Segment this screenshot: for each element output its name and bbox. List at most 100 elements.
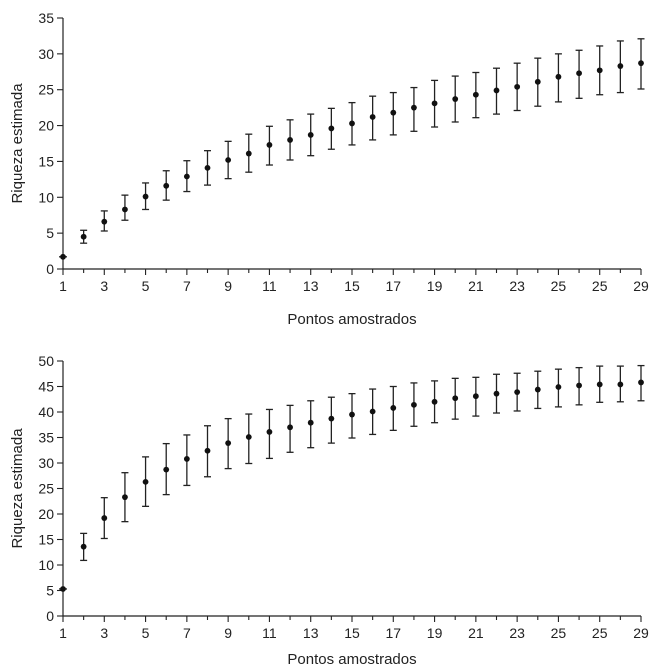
chart2-data-point xyxy=(617,381,624,388)
chart2-y-tick-label: 15 xyxy=(38,532,54,548)
chart1-data-point xyxy=(60,253,66,260)
chart2-x-tick-label: 19 xyxy=(427,625,443,641)
chart1-data-point xyxy=(245,150,252,157)
chart1-x-tick-label: 19 xyxy=(427,278,443,294)
chart2-x-tick-label: 17 xyxy=(385,625,401,641)
chart1-x-tick-label: 23 xyxy=(509,278,525,294)
chart1-data-point xyxy=(534,78,541,85)
chart2-data-point xyxy=(411,401,417,408)
chart2-y-tick-label: 50 xyxy=(38,353,54,369)
chart2-data-point xyxy=(204,447,211,454)
chart2-y-tick-label: 35 xyxy=(38,430,54,446)
chart1-data-point xyxy=(596,67,603,74)
chart1-data-point xyxy=(287,137,293,143)
chart1-data-point xyxy=(472,91,479,98)
chart1-x-tick-label: 5 xyxy=(142,278,150,294)
chart2-y-axis-title: Riqueza estimada xyxy=(9,428,26,549)
chart2-data-point xyxy=(266,428,273,435)
chart1-data-point xyxy=(369,114,376,120)
chart2-y-tick-label: 20 xyxy=(38,506,54,522)
chart1-data-point xyxy=(142,193,149,200)
chart1-data-point xyxy=(617,63,624,69)
chart1-y-tick-label: 30 xyxy=(38,46,54,62)
chart1-x-tick-label: 21 xyxy=(468,278,484,294)
chart2-y-tick-label: 10 xyxy=(38,557,54,573)
chart1-data-point xyxy=(452,96,459,102)
chart2-y-tick-label: 30 xyxy=(38,455,54,471)
chart2-y-tick-label: 40 xyxy=(38,404,54,420)
chart1-data-point xyxy=(576,70,582,77)
chart2-data-point xyxy=(390,405,397,411)
chart2-x-tick-label: 7 xyxy=(183,625,191,641)
chart2-data-point xyxy=(163,466,170,473)
chart2-x-tick-label: 5 xyxy=(142,625,150,641)
chart2-y-tick-label: 25 xyxy=(38,481,54,497)
chart2-data-point xyxy=(245,434,252,440)
chart2-data-point xyxy=(638,379,644,386)
chart2-x-tick-label: 15 xyxy=(344,625,360,641)
chart2-x-tick-label: 25 xyxy=(551,625,567,641)
chart2-data-point xyxy=(287,424,293,431)
chart2-data-point xyxy=(349,411,355,418)
chart1-y-tick-label: 15 xyxy=(38,153,54,169)
chart2-data-point xyxy=(225,440,232,447)
chart1-x-tick-label: 9 xyxy=(224,278,232,294)
chart1-data-point xyxy=(204,164,211,171)
chart2-data-point xyxy=(142,478,149,485)
chart1-data-point xyxy=(390,109,397,116)
chart1-data-point xyxy=(328,125,335,132)
chart2-data-point xyxy=(80,543,87,550)
chart2-x-tick-label: 11 xyxy=(262,625,277,641)
chart1-x-tick-label: 7 xyxy=(183,278,191,294)
chart2-data-point xyxy=(493,390,500,397)
chart1-data-point xyxy=(431,100,438,107)
chart1-data-point xyxy=(638,60,644,67)
chart1-y-tick-label: 35 xyxy=(38,10,54,26)
chart1-x-tick-label: 25 xyxy=(592,278,608,294)
chart1-data-point xyxy=(411,104,417,111)
chart1-y-tick-label: 5 xyxy=(46,225,54,241)
chart1-data-point xyxy=(555,73,562,80)
chart2-data-point xyxy=(472,393,479,400)
chart2-x-tick-label: 25 xyxy=(592,625,608,641)
chart2-data-point xyxy=(555,384,562,390)
chart2-data-point xyxy=(596,381,603,388)
chart1-data-point xyxy=(493,87,500,94)
chart2-data-point xyxy=(431,398,438,405)
chart2-x-axis-title: Pontos amostrados xyxy=(287,651,416,668)
chart2-data-point xyxy=(514,389,521,396)
chart2-x-tick-label: 21 xyxy=(468,625,484,641)
chart1-x-tick-label: 15 xyxy=(344,278,360,294)
chart1-data-point xyxy=(266,142,273,148)
chart2-data-point xyxy=(60,586,66,592)
chart1-data-point xyxy=(183,173,190,180)
chart2-data-point xyxy=(576,382,582,389)
chart1-y-axis-title: Riqueza estimada xyxy=(9,83,26,204)
chart2-data-point xyxy=(101,515,108,521)
chart2-x-tick-label: 1 xyxy=(59,625,67,641)
chart1-data-point xyxy=(307,131,314,138)
chart1-x-tick-label: 11 xyxy=(262,278,277,294)
chart2-x-tick-label: 29 xyxy=(633,625,649,641)
chart1-x-axis-title: Pontos amostrados xyxy=(287,311,416,328)
chart2-y-tick-label: 0 xyxy=(46,608,54,624)
chart1-y-tick-label: 25 xyxy=(38,82,54,98)
chart2-x-tick-label: 3 xyxy=(100,625,108,641)
chart2-x-tick-label: 23 xyxy=(509,625,525,641)
chart1-data-point xyxy=(514,83,521,90)
chart1-data-point xyxy=(225,157,232,163)
chart1-data-point xyxy=(122,206,128,213)
chart1-y-tick-label: 0 xyxy=(46,261,54,277)
chart2-data-point xyxy=(534,386,541,393)
chart2-x-tick-label: 9 xyxy=(224,625,232,641)
chart2-data-point xyxy=(328,415,335,422)
chart2-y-tick-label: 45 xyxy=(38,379,54,395)
chart1-x-tick-label: 1 xyxy=(59,278,67,294)
chart1-x-tick-label: 29 xyxy=(633,278,649,294)
chart2-x-tick-label: 13 xyxy=(303,625,319,641)
chart2-data-point xyxy=(369,408,376,415)
chart1-data-point xyxy=(101,218,108,225)
chart1-x-tick-label: 13 xyxy=(303,278,319,294)
chart1-y-tick-label: 10 xyxy=(38,189,54,205)
